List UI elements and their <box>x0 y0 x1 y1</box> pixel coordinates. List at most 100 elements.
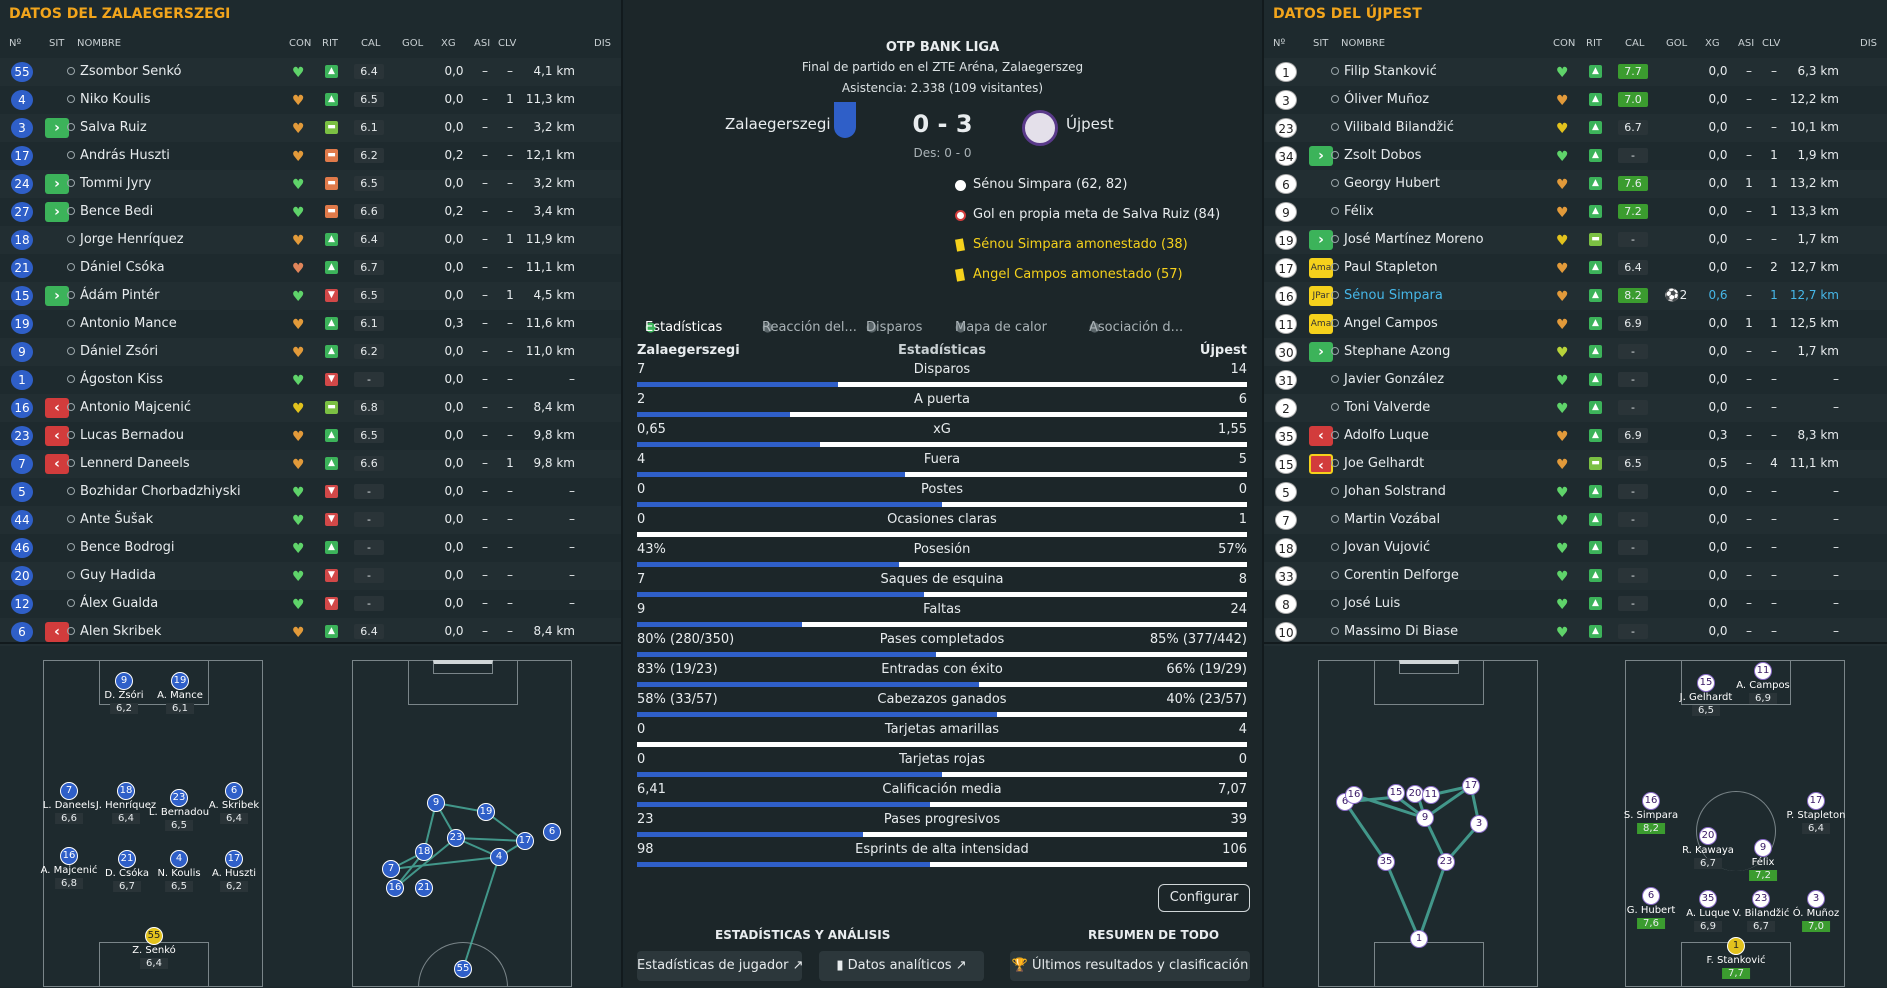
player-marker[interactable]: 16 <box>1345 786 1363 804</box>
table-row[interactable]: 9 Félix ♥ ▲ 7.2 0,0 – 1 13,3 km <box>1264 198 1887 226</box>
player-name[interactable]: Zsolt Dobos <box>1344 148 1422 163</box>
player-name[interactable]: Stephane Azong <box>1344 344 1451 359</box>
table-row[interactable]: 15 › Ádám Pintér ♥ ▼ 6.5 0,0 – 1 4,5 km <box>0 282 621 310</box>
table-row[interactable]: 55 Zsombor Senkó ♥ ▲ 6.4 0,0 – – 4,1 km <box>0 58 621 86</box>
table-row[interactable]: 1 Ágoston Kiss ♥ ▼ - 0,0 – – – <box>0 366 621 394</box>
column-header[interactable]: CAL <box>361 38 381 49</box>
player-marker[interactable]: 19 <box>171 672 189 690</box>
player-name[interactable]: Lucas Bernadou <box>80 428 184 443</box>
player-marker[interactable]: 1 <box>1727 937 1745 955</box>
player-name[interactable]: Lennerd Daneels <box>80 456 190 471</box>
player-marker[interactable]: 55 <box>145 927 163 945</box>
column-header[interactable]: GOL <box>402 38 424 49</box>
table-row[interactable]: 18 Jorge Henríquez ♥ ▲ 6.4 0,0 – 1 11,9 km <box>0 226 621 254</box>
table-row[interactable]: 16 JPar Sénou Simpara ♥ ▲ 8.2 ⚽2 0,6 – 1 12,7 km <box>1264 282 1887 310</box>
player-marker[interactable]: 3 <box>1807 890 1825 908</box>
player-name[interactable]: Sénou Simpara <box>1344 288 1443 303</box>
player-marker[interactable]: 23 <box>1752 890 1770 908</box>
player-marker[interactable]: 35 <box>1377 853 1395 871</box>
player-marker[interactable]: 11 <box>1754 662 1772 680</box>
table-row[interactable]: 10 Massimo Di Biase ♥ ▲ - 0,0 – – – <box>1264 618 1887 646</box>
player-name[interactable]: Ante Šušak <box>80 512 154 527</box>
player-name[interactable]: Bence Bodrogi <box>80 540 175 555</box>
player-marker[interactable]: 16 <box>1642 792 1660 810</box>
column-header[interactable]: NOMBRE <box>77 38 122 49</box>
table-row[interactable]: 17 Ama Paul Stapleton ♥ ▲ 6.4 0,0 – 2 12,7 km <box>1264 254 1887 282</box>
table-row[interactable]: 44 Ante Šušak ♥ ▼ - 0,0 – – – <box>0 506 621 534</box>
table-row[interactable]: 35 ‹ Adolfo Luque ♥ ▲ 6.9 0,3 – – 8,3 km <box>1264 422 1887 450</box>
player-marker[interactable]: 17 <box>225 850 243 868</box>
table-row[interactable]: 1 Filip Stanković ♥ ▲ 7.7 0,0 – – 6,3 km <box>1264 58 1887 86</box>
column-header[interactable]: Nº <box>9 38 22 49</box>
player-marker[interactable]: 7 <box>382 860 400 878</box>
player-marker[interactable]: 16 <box>386 879 404 897</box>
player-marker[interactable]: 1 <box>1410 930 1428 948</box>
player-marker[interactable]: 9 <box>1416 809 1434 827</box>
player-marker[interactable]: 18 <box>117 782 135 800</box>
column-header[interactable]: GOL <box>1666 38 1688 49</box>
player-name[interactable]: Toni Valverde <box>1344 400 1431 415</box>
player-name[interactable]: Adolfo Luque <box>1344 428 1429 443</box>
column-header[interactable]: ASI <box>474 38 491 49</box>
table-row[interactable]: 30 › Stephane Azong ♥ ▲ - 0,0 – – 1,7 km <box>1264 338 1887 366</box>
player-marker[interactable]: 6 <box>225 782 243 800</box>
table-row[interactable]: 21 Dániel Csóka ♥ ▲ 6.7 0,0– –11,1 km <box>0 254 621 282</box>
player-name[interactable]: José Martínez Moreno <box>1344 232 1484 247</box>
player-marker[interactable]: 16 <box>60 847 78 865</box>
player-name[interactable]: Guy Hadida <box>80 568 156 583</box>
table-row[interactable]: 8 José Luis ♥ ▲ - 0,0 – – – <box>1264 590 1887 618</box>
table-row[interactable]: 46 Bence Bodrogi ♥ ▲ - 0,0 – – – <box>0 534 621 562</box>
player-name[interactable]: Angel Campos <box>1344 316 1438 331</box>
player-marker[interactable]: 7 <box>60 782 78 800</box>
player-name[interactable]: Álex Gualda <box>80 596 159 611</box>
table-row[interactable]: 33 Corentin Delforge ♥ ▲ - 0,0 – – – <box>1264 562 1887 590</box>
table-row[interactable]: 15 ‹ Joe Gelhardt ♥ ▬ 6.5 0,5 – 4 11,1 km <box>1264 450 1887 478</box>
player-name[interactable]: Bozhidar Chorbadzhiyski <box>80 484 241 499</box>
table-row[interactable]: 19 Antonio Mance ♥ ▲ 6.1 0,3– –11,6 km <box>0 310 621 338</box>
player-name[interactable]: Félix <box>1344 204 1374 219</box>
player-marker[interactable]: 20 <box>1699 827 1717 845</box>
table-row[interactable]: 3 Óliver Muñoz ♥ ▲ 7.0 0,0– –12,2 km <box>1264 86 1887 114</box>
player-marker[interactable]: 9 <box>427 794 445 812</box>
player-name[interactable]: Tommi Jyry <box>80 176 152 191</box>
player-marker[interactable]: 23 <box>170 789 188 807</box>
table-row[interactable]: 34 › Zsolt Dobos ♥ ▲ - 0,0 – 1 1,9 km <box>1264 142 1887 170</box>
player-marker[interactable]: 23 <box>1437 853 1455 871</box>
player-marker[interactable]: 21 <box>118 850 136 868</box>
player-name[interactable]: Antonio Mance <box>80 316 177 331</box>
table-row[interactable]: 2 Toni Valverde ♥ ▲ - 0,0 – – – <box>1264 394 1887 422</box>
table-row[interactable]: 5 Johan Solstrand ♥ ▲ - 0,0 – – – <box>1264 478 1887 506</box>
column-header[interactable]: RIT <box>322 38 339 49</box>
player-name[interactable]: Jorge Henríquez <box>80 232 184 247</box>
player-marker[interactable]: 9 <box>115 672 133 690</box>
player-stats-button[interactable]: Estadísticas de jugador ↗ <box>637 951 803 981</box>
column-header[interactable]: CLV <box>1762 38 1781 49</box>
column-header[interactable]: DIS <box>1860 38 1877 49</box>
column-header[interactable]: SIT <box>1313 38 1329 49</box>
table-row[interactable]: 9 Dániel Zsóri ♥ ▲ 6.2 0,0– –11,0 km <box>0 338 621 366</box>
player-name[interactable]: José Luis <box>1344 596 1401 611</box>
player-marker[interactable]: 35 <box>1699 890 1717 908</box>
table-row[interactable]: 23 Vilibald Bilandžić ♥ ▲ 6.7 0,0– –10,1 km <box>1264 114 1887 142</box>
table-row[interactable]: 24 › Tommi Jyry ♥ ▬ 6.5 0,0 – – 3,2 km <box>0 170 621 198</box>
table-row[interactable]: 19 › José Martínez Moreno ♥ ▬ - 0,0 – – 1,7 km <box>1264 226 1887 254</box>
player-name[interactable]: Georgy Hubert <box>1344 176 1440 191</box>
player-marker[interactable]: 23 <box>447 829 465 847</box>
player-marker[interactable]: 9 <box>1754 839 1772 857</box>
column-header[interactable]: CLV <box>498 38 517 49</box>
player-name[interactable]: Dániel Csóka <box>80 260 165 275</box>
table-row[interactable]: 5 Bozhidar Chorbadzhiyski ♥ ▼ - 0,0 – – – <box>0 478 621 506</box>
player-name[interactable]: Martin Vozábal <box>1344 512 1441 527</box>
player-name[interactable]: Filip Stanković <box>1344 64 1437 79</box>
player-marker[interactable]: 21 <box>415 879 433 897</box>
column-header[interactable]: DIS <box>594 38 611 49</box>
player-name[interactable]: Alen Skribek <box>80 624 162 639</box>
table-row[interactable]: 23 ‹ Lucas Bernadou ♥ ▲ 6.5 0,0 – – 9,8 km <box>0 422 621 450</box>
column-header[interactable]: XG <box>1705 38 1720 49</box>
table-row[interactable]: 20 Guy Hadida ♥ ▼ - 0,0 – – – <box>0 562 621 590</box>
column-header[interactable]: XG <box>441 38 456 49</box>
player-name[interactable]: Salva Ruiz <box>80 120 147 135</box>
player-name[interactable]: Zsombor Senkó <box>80 64 182 79</box>
results-button[interactable]: 🏆 Últimos resultados y clasificación <box>1010 951 1250 981</box>
column-header[interactable]: RIT <box>1586 38 1603 49</box>
